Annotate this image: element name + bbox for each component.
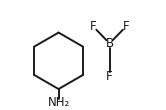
Text: F: F xyxy=(90,20,97,33)
Text: NH₂: NH₂ xyxy=(47,96,70,109)
Text: F: F xyxy=(123,20,129,33)
Text: F: F xyxy=(106,70,113,82)
Text: B: B xyxy=(106,37,114,50)
